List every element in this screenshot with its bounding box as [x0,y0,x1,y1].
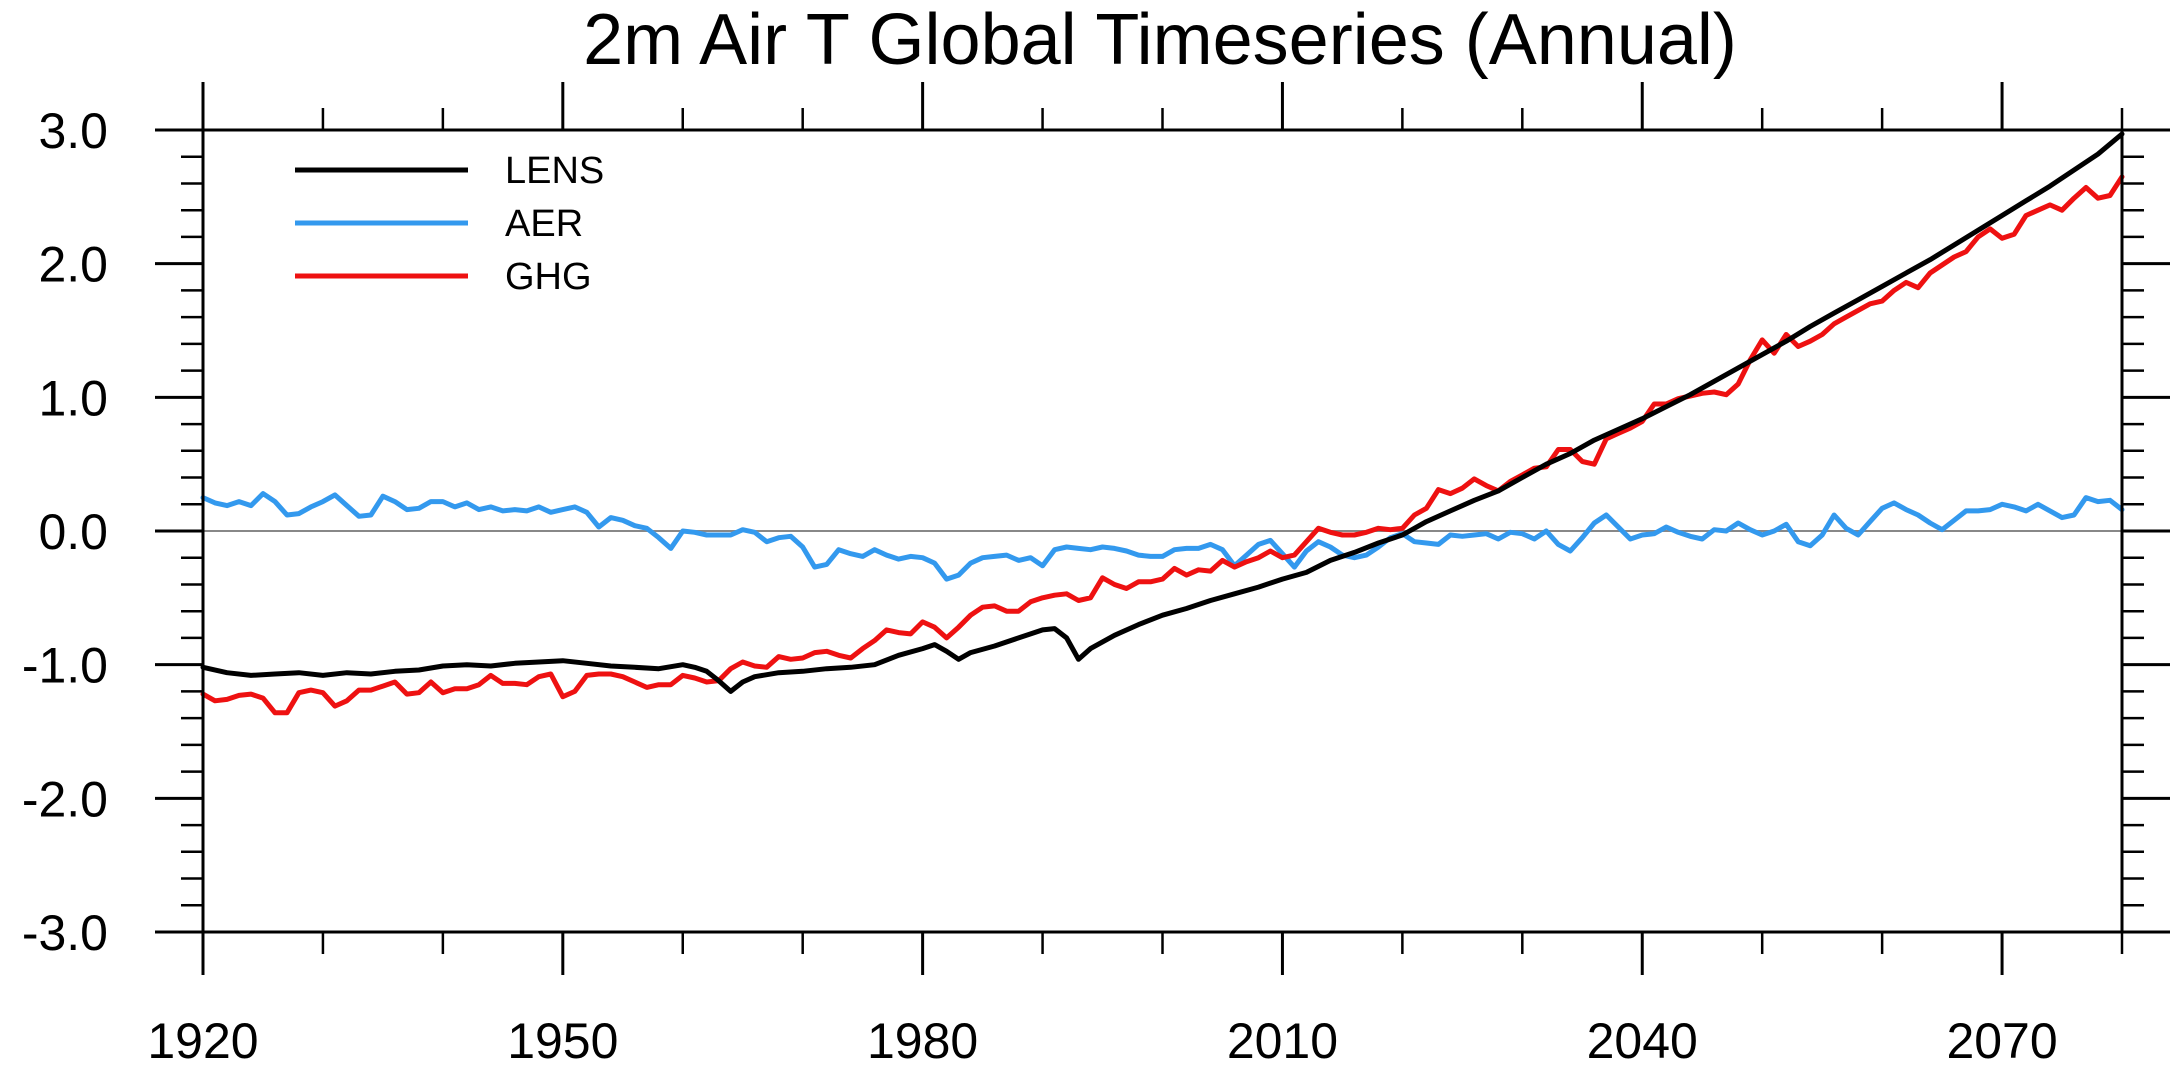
series-line-ghg [200,174,2125,716]
x-tick-label: 2010 [1227,1013,1338,1069]
y-tick-label: 1.0 [38,370,108,426]
y-axis-tick-labels: 3.0 2.0 1.0 0.0 -1.0 -2.0 -3.0 [22,103,108,961]
series-line-lens [200,131,2125,694]
series-line-aer [200,491,2125,582]
x-tick-label: 1980 [867,1013,978,1069]
x-tick-label: 2040 [1587,1013,1698,1069]
legend: LENS AER GHG [295,150,604,298]
y-tick-label: -1.0 [22,638,108,694]
x-tick-label: 1920 [147,1013,258,1069]
x-tick-label: 2070 [1946,1013,2057,1069]
x-tick-label: 1950 [507,1013,618,1069]
y-tick-label: 0.0 [38,504,108,560]
plot-frame [201,128,2124,934]
chart-title: 2m Air T Global Timeseries (Annual) [583,0,1737,80]
y-tick-label: 3.0 [38,103,108,159]
series-lines [200,131,2125,716]
legend-label-lens: LENS [505,150,604,192]
y-tick-label: -2.0 [22,771,108,827]
y-tick-label: 2.0 [38,237,108,293]
legend-label-ghg: GHG [505,256,592,298]
x-axis-tick-labels: 1920 1950 1980 2010 2040 2070 [147,1013,2057,1069]
major-ticks [155,82,2170,975]
legend-label-aer: AER [505,203,583,245]
y-tick-label: -3.0 [22,905,108,961]
minor-ticks [181,108,2144,954]
